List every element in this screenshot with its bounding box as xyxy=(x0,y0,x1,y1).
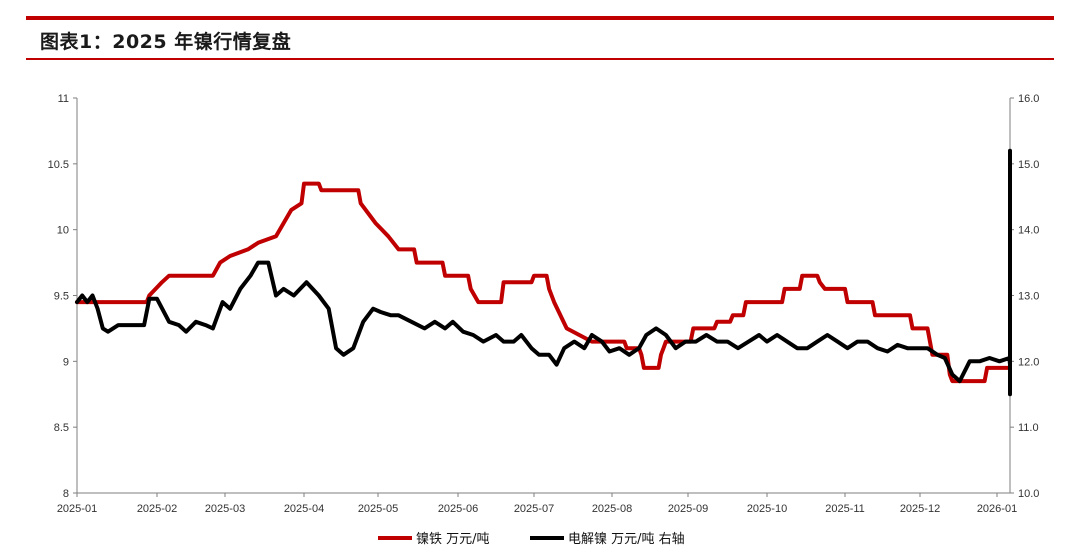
x-tick-label: 2025-03 xyxy=(205,503,245,515)
series-line-electrolytic-nickel xyxy=(75,148,1012,397)
y-right-tick-label: 12.0 xyxy=(1018,356,1039,368)
y-right-tick-label: 15.0 xyxy=(1018,159,1039,171)
y-right-tick-label: 13.0 xyxy=(1018,291,1039,303)
x-tick-label: 2025-11 xyxy=(825,503,865,515)
y-left-tick-label: 10 xyxy=(57,225,69,237)
x-tick-label: 2025-02 xyxy=(137,503,177,515)
x-tick-label: 2025-04 xyxy=(284,503,324,515)
y-left-tick-label: 8.5 xyxy=(54,422,69,434)
legend-label: 电解镍 万元/吨 右轴 xyxy=(568,532,685,547)
y-left-tick-label: 9 xyxy=(63,356,69,368)
y-left-tick-label: 8 xyxy=(63,488,69,500)
y-right-tick-label: 10.0 xyxy=(1018,488,1039,500)
x-tick-label: 2025-09 xyxy=(668,503,708,515)
x-tick-label: 2025-05 xyxy=(358,503,398,515)
y-left-tick-label: 11 xyxy=(58,93,69,105)
y-right-tick-label: 16.0 xyxy=(1018,93,1039,105)
header-bottom-rule xyxy=(26,58,1054,60)
y-left-tick-label: 10.5 xyxy=(48,159,69,171)
y-right-tick-label: 11.0 xyxy=(1018,422,1039,434)
header-top-rule xyxy=(26,16,1054,20)
x-tick-label: 2025-12 xyxy=(900,503,940,515)
x-tick-label: 2025-07 xyxy=(514,503,554,515)
x-tick-label: 2026-01 xyxy=(977,503,1017,515)
y-right-tick-label: 14.0 xyxy=(1018,225,1039,237)
series-line-nickel-pig-iron xyxy=(75,175,1012,384)
y-left-tick-label: 9.5 xyxy=(54,291,69,303)
x-tick-label: 2025-01 xyxy=(57,503,97,515)
x-tick-label: 2025-08 xyxy=(592,503,632,515)
x-tick-label: 2025-06 xyxy=(438,503,478,515)
x-tick-label: 2025-10 xyxy=(747,503,787,515)
legend-label: 镍铁 万元/吨 xyxy=(416,532,490,547)
chart-title: 图表1：2025 年镍行情复盘 xyxy=(40,31,292,53)
